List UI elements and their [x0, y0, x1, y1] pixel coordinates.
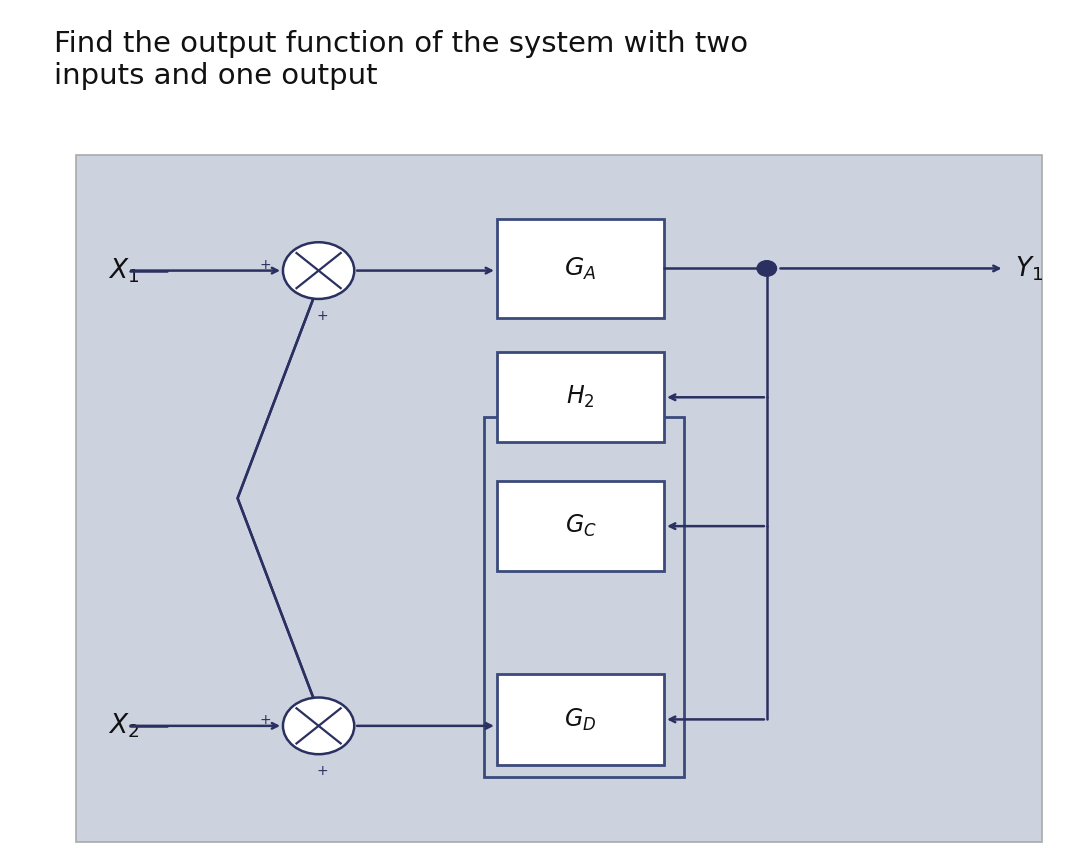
Circle shape [283, 242, 354, 299]
Text: +: + [316, 765, 328, 778]
Bar [497, 352, 664, 442]
Text: +: + [259, 258, 271, 272]
Text: Find the output function of the system with two
inputs and one output: Find the output function of the system w… [54, 30, 748, 90]
Text: +: + [259, 713, 271, 728]
Text: $G_A$: $G_A$ [565, 255, 596, 282]
Bar [76, 155, 1042, 842]
Text: $X_1$: $X_1$ [108, 256, 139, 285]
Text: $G_C$: $G_C$ [565, 513, 596, 539]
Bar [497, 219, 664, 318]
Text: +: + [316, 309, 328, 323]
Circle shape [283, 698, 354, 754]
Circle shape [757, 261, 777, 277]
Text: $Y_1$: $Y_1$ [1015, 254, 1043, 283]
Text: $X_2$: $X_2$ [108, 711, 139, 740]
Bar [497, 481, 664, 571]
Text: $H_2$: $H_2$ [566, 384, 595, 411]
Bar [484, 417, 684, 777]
Text: $G_D$: $G_D$ [565, 706, 596, 733]
Bar [497, 674, 664, 765]
